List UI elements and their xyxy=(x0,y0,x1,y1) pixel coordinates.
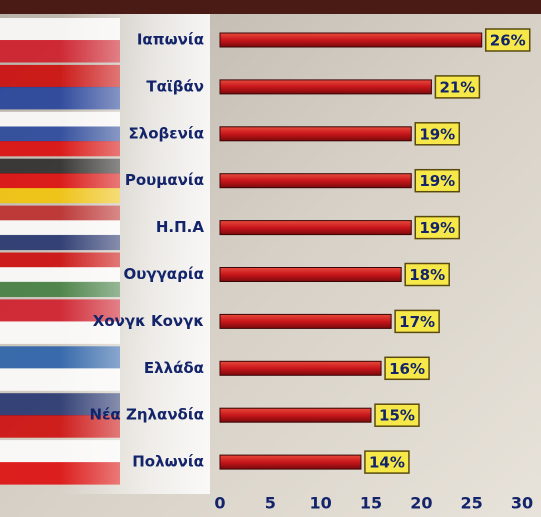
category-label: Ρουμανία xyxy=(125,171,204,189)
top-strip xyxy=(0,0,541,14)
x-tick-label: 30 xyxy=(511,494,533,513)
x-tick-label: 20 xyxy=(410,494,432,513)
value-label: 14% xyxy=(369,454,405,472)
value-label: 19% xyxy=(419,219,455,237)
value-label: 19% xyxy=(419,172,455,190)
value-label: 19% xyxy=(419,125,455,143)
chart: Ιαπωνία 26% Ταϊβάν 21% Σλοβενία 19% Ρουμανία 19… xyxy=(0,0,541,517)
bar xyxy=(220,80,431,94)
x-tick-label: 25 xyxy=(461,494,483,513)
category-label: Ταϊβάν xyxy=(146,77,204,95)
value-label: 21% xyxy=(439,78,475,96)
value-label: 26% xyxy=(490,32,526,50)
bar xyxy=(220,268,401,282)
value-label: 17% xyxy=(399,313,435,331)
x-tick-label: 5 xyxy=(265,494,276,513)
category-label: Σλοβενία xyxy=(129,124,205,142)
bar xyxy=(220,174,411,188)
category-label: Νέα Ζηλανδία xyxy=(90,406,204,424)
x-tick-label: 0 xyxy=(214,494,225,513)
category-label: Ελλάδα xyxy=(144,359,204,377)
value-label: 16% xyxy=(389,360,425,378)
x-tick-label: 10 xyxy=(310,494,332,513)
category-label: Η.Π.Α xyxy=(156,218,205,236)
value-label: 18% xyxy=(409,266,445,284)
bar xyxy=(220,314,391,328)
category-label: Ιαπωνία xyxy=(137,31,204,49)
bar xyxy=(220,455,361,469)
bar xyxy=(220,127,411,141)
bar xyxy=(220,221,411,235)
bar xyxy=(220,361,381,375)
bar xyxy=(220,33,482,47)
x-tick-label: 15 xyxy=(360,494,382,513)
category-label: Πολωνία xyxy=(132,453,204,471)
category-label: Χονγκ Κονγκ xyxy=(93,312,204,330)
category-label: Ουγγαρία xyxy=(123,265,204,283)
value-label: 15% xyxy=(379,407,415,425)
bar xyxy=(220,408,371,422)
